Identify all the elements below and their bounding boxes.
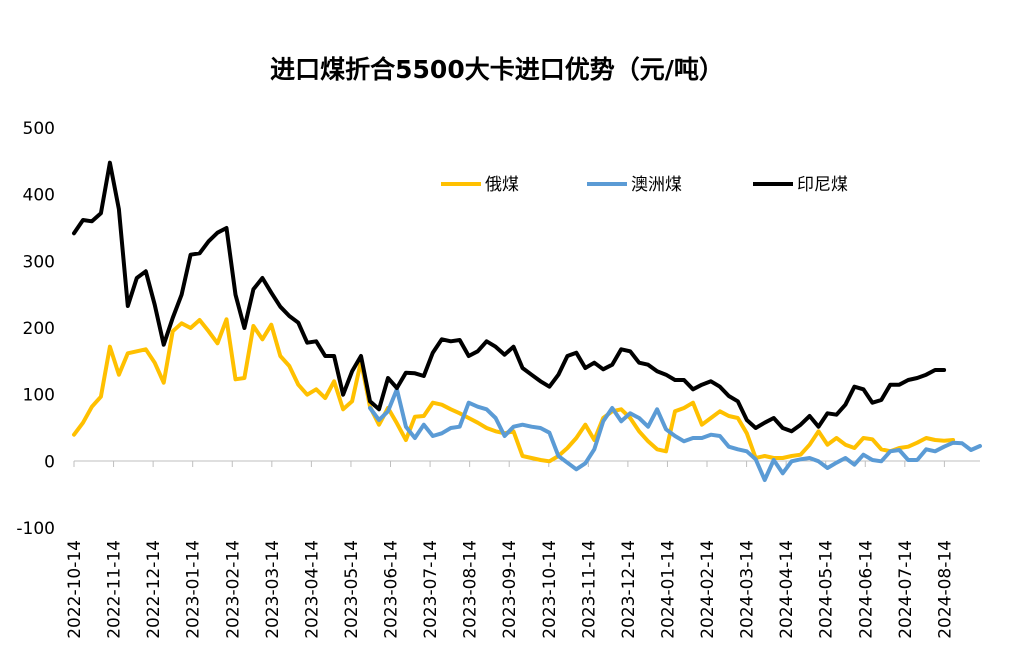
legend-label: 澳洲煤 <box>631 175 682 195</box>
x-tick-label: 2023-09-14 <box>500 540 520 639</box>
x-tick-label: 2023-07-14 <box>421 540 441 639</box>
legend: 俄煤 澳洲煤 印尼煤 <box>441 175 848 195</box>
x-tick-label: 2023-12-14 <box>619 540 639 639</box>
chart-title: 进口煤折合5500大卡进口优势（元/吨） <box>270 55 724 84</box>
x-tick-label: 2022-12-14 <box>144 540 164 639</box>
x-tick-label: 2023-10-14 <box>540 540 560 639</box>
y-tick-label: -100 <box>16 519 55 539</box>
legend-label: 印尼煤 <box>797 175 848 195</box>
x-tick-label: 2023-01-14 <box>184 540 204 639</box>
x-tick-label: 2023-06-14 <box>382 540 402 639</box>
x-tick-label: 2022-11-14 <box>105 540 125 639</box>
x-tick-label: 2024-07-14 <box>896 540 916 639</box>
x-tick-label: 2023-04-14 <box>302 540 322 639</box>
x-axis-ticks: 2022-10-14 2022-11-14 2022-12-14 2023-01-14… <box>65 461 955 639</box>
series-group <box>72 160 982 482</box>
y-axis-ticks: 500 400 300 200 100 0 -100 <box>16 119 55 539</box>
y-tick-label: 100 <box>23 386 55 406</box>
x-tick-label: 2023-11-14 <box>579 540 599 639</box>
x-tick-label: 2024-02-14 <box>698 540 718 639</box>
x-tick-label: 2024-08-14 <box>935 540 955 639</box>
y-tick-label: 0 <box>44 452 55 472</box>
x-tick-label: 2023-02-14 <box>223 540 243 639</box>
x-tick-label: 2023-05-14 <box>342 540 362 639</box>
series-line-2 <box>72 160 947 434</box>
y-tick-label: 300 <box>23 252 55 272</box>
x-tick-label: 2022-10-14 <box>65 540 85 639</box>
x-tick-label: 2023-03-14 <box>263 540 283 639</box>
y-tick-label: 200 <box>23 319 55 339</box>
x-tick-label: 2024-04-14 <box>777 540 797 639</box>
y-tick-label: 500 <box>23 119 55 139</box>
x-tick-label: 2024-03-14 <box>738 540 758 639</box>
x-tick-label: 2024-06-14 <box>856 540 876 639</box>
x-tick-label: 2023-08-14 <box>461 540 481 639</box>
series-line-0 <box>72 317 956 464</box>
y-tick-label: 400 <box>23 186 55 206</box>
legend-label: 俄煤 <box>485 175 519 195</box>
x-tick-label: 2024-01-14 <box>658 540 678 639</box>
series-line-1 <box>368 387 982 482</box>
x-tick-label: 2024-05-14 <box>817 540 837 639</box>
